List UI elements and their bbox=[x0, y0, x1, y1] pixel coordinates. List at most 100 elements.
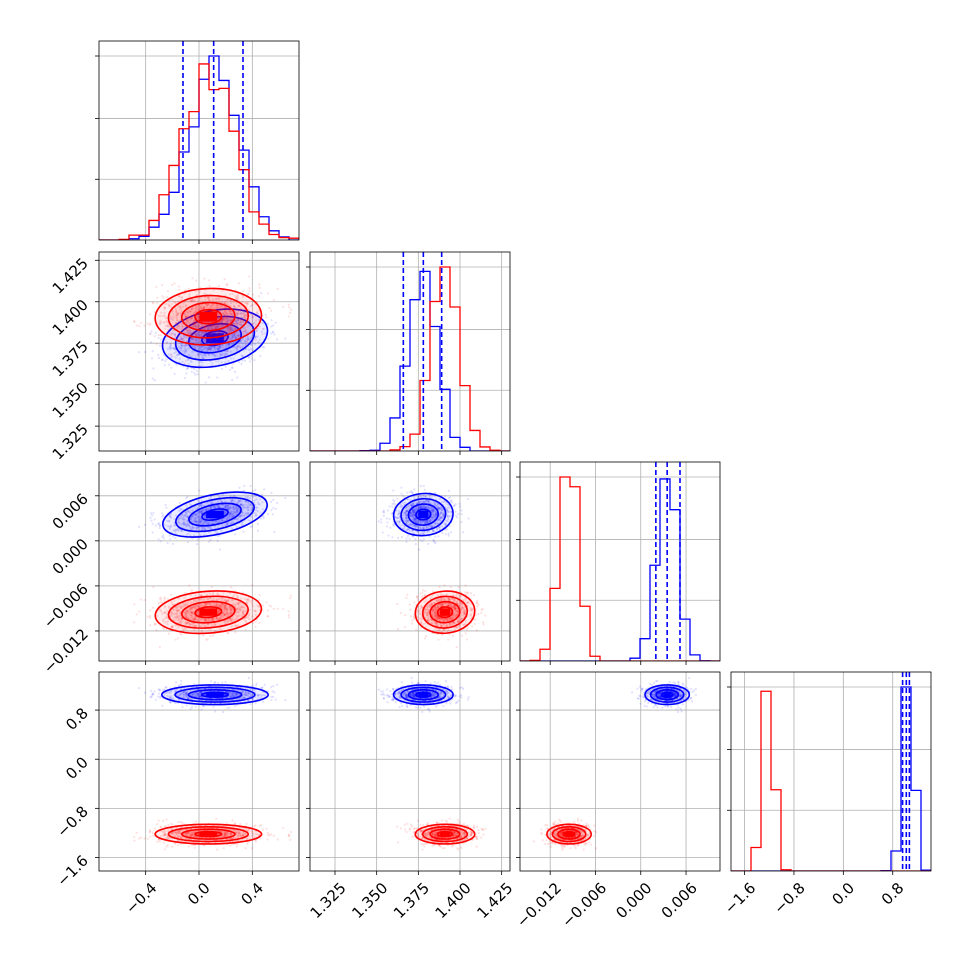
sample-point bbox=[193, 513, 196, 516]
sample-point bbox=[166, 325, 169, 328]
sample-point bbox=[464, 632, 467, 635]
sample-point bbox=[197, 515, 200, 518]
sample-point bbox=[168, 514, 171, 517]
sample-point bbox=[243, 317, 247, 320]
sample-point bbox=[223, 313, 226, 316]
sample-point bbox=[249, 347, 252, 351]
sample-point bbox=[240, 320, 243, 324]
sample-point bbox=[220, 305, 223, 308]
sample-point bbox=[180, 311, 183, 314]
sample-point bbox=[232, 595, 235, 598]
sample-point bbox=[400, 486, 403, 489]
sample-point bbox=[166, 325, 169, 328]
sample-point bbox=[196, 324, 200, 327]
sample-point bbox=[171, 315, 174, 318]
sample-point bbox=[247, 308, 250, 311]
sample-point bbox=[205, 306, 208, 309]
sample-point bbox=[166, 296, 169, 299]
sample-point bbox=[164, 338, 167, 341]
sample-point bbox=[239, 609, 242, 612]
sample-point bbox=[179, 327, 182, 330]
sample-point bbox=[272, 498, 275, 501]
sample-point bbox=[202, 527, 205, 531]
sample-point bbox=[230, 323, 233, 327]
sample-point bbox=[204, 303, 207, 306]
sample-point bbox=[237, 304, 240, 307]
sample-point bbox=[217, 526, 220, 529]
sample-point bbox=[235, 507, 238, 510]
sample-point bbox=[175, 310, 178, 314]
sample-point bbox=[232, 342, 235, 345]
sample-point bbox=[194, 324, 197, 327]
sample-point bbox=[227, 342, 230, 346]
sample-point bbox=[441, 531, 444, 534]
sample-point bbox=[173, 282, 176, 285]
sample-point bbox=[166, 541, 169, 545]
sample-point bbox=[240, 312, 243, 315]
sample-point bbox=[170, 352, 173, 356]
sample-point bbox=[225, 320, 228, 324]
sample-point bbox=[271, 330, 274, 333]
sample-point bbox=[190, 337, 193, 340]
sample-point bbox=[186, 515, 189, 518]
sample-point bbox=[385, 517, 388, 520]
sample-point bbox=[186, 495, 189, 499]
sample-point bbox=[209, 299, 212, 302]
sample-point bbox=[386, 525, 389, 528]
sample-point bbox=[270, 605, 273, 608]
sample-point bbox=[204, 618, 207, 622]
sample-point bbox=[241, 503, 244, 506]
sample-point bbox=[223, 516, 226, 520]
sample-point bbox=[235, 348, 238, 351]
sample-point bbox=[231, 324, 234, 327]
scatter-panel-2-1 bbox=[310, 462, 510, 661]
sample-point bbox=[237, 334, 240, 337]
sample-point bbox=[204, 602, 207, 606]
sample-point bbox=[207, 507, 210, 511]
sample-point bbox=[222, 323, 226, 326]
sample-point bbox=[186, 340, 189, 343]
sample-point bbox=[176, 637, 180, 640]
sample-point bbox=[159, 608, 162, 612]
sample-point bbox=[170, 333, 173, 336]
sample-point bbox=[196, 308, 200, 311]
sample-point bbox=[159, 334, 162, 337]
sample-point bbox=[254, 514, 257, 517]
sample-point bbox=[253, 609, 256, 612]
sample-point bbox=[235, 518, 239, 521]
sample-point bbox=[235, 347, 239, 350]
sample-point bbox=[460, 521, 463, 524]
sample-point bbox=[175, 310, 178, 313]
sample-point bbox=[181, 518, 184, 521]
sample-point bbox=[212, 354, 215, 357]
sample-point bbox=[200, 353, 203, 356]
sample-point bbox=[247, 597, 250, 600]
sample-point bbox=[204, 354, 207, 358]
sample-point bbox=[388, 505, 391, 508]
sample-point bbox=[242, 333, 245, 336]
sample-point bbox=[198, 597, 201, 601]
sample-point bbox=[229, 337, 232, 340]
sample-point bbox=[201, 526, 204, 529]
sample-point bbox=[192, 313, 195, 316]
sample-point bbox=[234, 605, 237, 608]
sample-point bbox=[202, 305, 205, 308]
sample-point bbox=[242, 319, 245, 322]
sample-point bbox=[231, 336, 234, 339]
sample-point bbox=[267, 337, 270, 340]
sample-point bbox=[251, 293, 254, 296]
sample-point bbox=[238, 499, 242, 502]
sample-point bbox=[193, 606, 196, 609]
sample-point bbox=[266, 615, 269, 618]
sample-point bbox=[151, 531, 154, 534]
sample-point bbox=[164, 503, 167, 507]
sample-point bbox=[218, 597, 221, 600]
sample-point bbox=[204, 339, 207, 342]
sample-point bbox=[254, 323, 257, 326]
sample-point bbox=[221, 318, 224, 322]
sample-point bbox=[172, 313, 175, 316]
sample-point bbox=[222, 319, 225, 322]
sample-point bbox=[248, 324, 251, 327]
sample-point bbox=[254, 509, 258, 512]
